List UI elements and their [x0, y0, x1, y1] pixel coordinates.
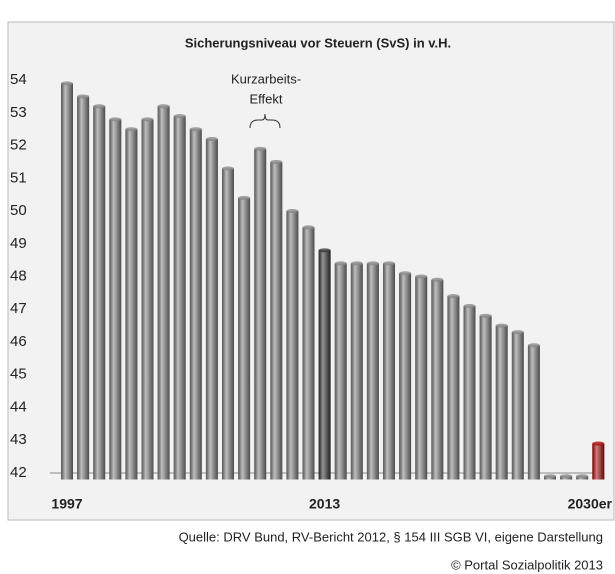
- bar-cap: [463, 303, 476, 308]
- source: Quelle: DRV Bund, RV-Bericht 2012, § 154…: [179, 529, 603, 544]
- bar-cap: [77, 94, 90, 99]
- bar-shade: [189, 129, 202, 480]
- bar-cap: [286, 209, 299, 214]
- x-tick-label: 1997: [51, 496, 82, 512]
- bar-shade: [495, 325, 508, 480]
- bar-shade: [286, 211, 299, 480]
- y-tick-label: 42: [10, 464, 27, 481]
- bar-cap: [125, 127, 138, 132]
- annotation: Kurzarbeits-: [231, 71, 301, 86]
- bar-shade: [511, 332, 524, 480]
- bar-cap: [109, 117, 122, 122]
- bar-shade: [222, 168, 234, 480]
- bar-shade: [447, 296, 460, 480]
- bar-cap: [447, 294, 460, 299]
- bar-shade: [479, 315, 492, 480]
- bar-cap: [399, 271, 412, 276]
- bar-cap: [576, 474, 589, 479]
- y-tick-label: 53: [10, 104, 27, 121]
- bar-shade: [399, 273, 412, 480]
- bar-shade: [109, 119, 122, 480]
- bar-shade: [415, 276, 428, 480]
- bar-cap: [511, 330, 524, 335]
- bar-shade: [318, 250, 331, 480]
- bar-cap: [544, 474, 556, 479]
- bar-cap: [431, 277, 444, 282]
- bar-cap: [61, 81, 73, 86]
- bar-cap: [479, 313, 492, 318]
- bar-cap: [189, 127, 202, 132]
- bar-shade: [592, 443, 605, 480]
- bar-cap: [592, 441, 605, 446]
- copyright: © Portal Sozialpolitik 2013: [451, 557, 603, 572]
- bar-cap: [302, 225, 315, 230]
- bar-cap: [93, 104, 106, 109]
- bar-cap: [383, 261, 395, 266]
- y-tick-label: 52: [10, 137, 27, 154]
- bar-shade: [366, 263, 379, 480]
- bar-shade: [205, 139, 218, 480]
- bar-cap: [560, 474, 573, 479]
- bar-cap: [173, 114, 186, 119]
- bar-cap: [415, 274, 428, 279]
- bar-cap: [141, 117, 154, 122]
- bar-shade: [302, 227, 315, 480]
- bar-shade: [238, 197, 251, 480]
- bar-cap: [270, 159, 283, 164]
- bar-shade: [61, 83, 73, 480]
- y-tick-label: 45: [10, 366, 27, 383]
- bar-cap: [254, 146, 267, 151]
- brace: [249, 113, 281, 129]
- bar-shade: [77, 96, 90, 480]
- bar-shade: [173, 116, 186, 480]
- bar-cap: [366, 261, 379, 266]
- y-tick-label: 44: [10, 398, 27, 415]
- bar-cap: [157, 104, 170, 109]
- bar-shade: [270, 161, 283, 480]
- y-tick-label: 48: [10, 267, 27, 284]
- bar-cap: [350, 261, 363, 266]
- bar-cap: [238, 195, 251, 200]
- bar-cap: [527, 343, 540, 348]
- bar-shade: [431, 279, 444, 480]
- y-tick-label: 47: [10, 300, 27, 317]
- y-tick-label: 51: [10, 169, 27, 186]
- bar-shade: [350, 263, 363, 480]
- y-tick-label: 49: [10, 235, 27, 252]
- bar-shade: [254, 148, 267, 480]
- bar-cap: [334, 261, 347, 266]
- bar-cap: [222, 166, 234, 171]
- y-tick-label: 43: [10, 431, 27, 448]
- bar-shade: [334, 263, 347, 480]
- y-tick-label: 54: [10, 71, 27, 88]
- annotation: Effekt: [249, 91, 282, 106]
- bar-cap: [205, 137, 218, 142]
- bar-shade: [125, 129, 138, 480]
- bar-shade: [93, 106, 106, 480]
- bar-shade: [463, 305, 476, 480]
- chart-title: Sicherungsniveau vor Steuern (SvS) in v.…: [185, 35, 451, 50]
- x-tick-label: 2013: [309, 496, 340, 512]
- bar-shade: [157, 106, 170, 480]
- bar-cap: [495, 323, 508, 328]
- bar-shade: [527, 345, 540, 480]
- y-tick-label: 46: [10, 333, 27, 350]
- bar-cap: [318, 248, 331, 253]
- y-tick-label: 50: [10, 202, 27, 219]
- bar-shade: [383, 263, 395, 480]
- x-tick-label: 2030er: [568, 496, 613, 512]
- bar-shade: [141, 119, 154, 480]
